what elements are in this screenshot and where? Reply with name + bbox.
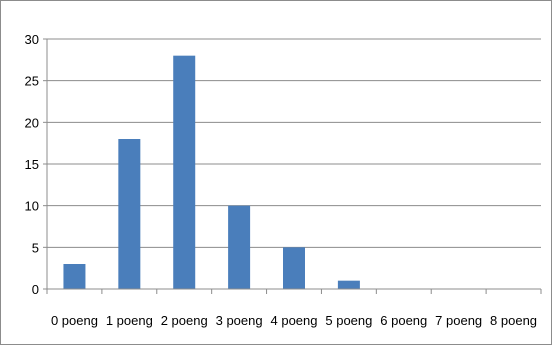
bar (337, 280, 360, 289)
x-tick-label: 7 poeng (435, 313, 482, 328)
y-tick-label: 20 (25, 115, 39, 130)
x-tick-label: 3 poeng (216, 313, 263, 328)
bars (63, 55, 360, 289)
y-tick-label: 15 (25, 157, 39, 172)
x-tick-label: 0 poeng (51, 313, 98, 328)
y-tick-label: 25 (25, 74, 39, 89)
y-tick-label: 30 (25, 32, 39, 47)
bar (173, 55, 196, 289)
x-tick-label: 1 poeng (106, 313, 153, 328)
bar (63, 264, 86, 289)
axes (43, 38, 542, 294)
y-tick-label: 10 (25, 199, 39, 214)
x-tick-labels: 0 poeng 1 poeng 2 poeng 3 poeng 4 poeng 5 poe… (51, 313, 537, 328)
bar-chart: 0 5 10 15 20 25 30 0 poeng 1 poeng 2 poeng 3 poen… (25, 32, 542, 328)
x-tick-label: 5 poeng (325, 313, 372, 328)
x-tick-label: 6 poeng (380, 313, 427, 328)
y-tick-label: 5 (32, 240, 39, 255)
x-tick-label: 8 poeng (490, 313, 537, 328)
bar (228, 205, 251, 289)
x-tick-label: 4 poeng (271, 313, 318, 328)
bar (118, 139, 141, 289)
x-tick-label: 2 poeng (161, 313, 208, 328)
bar (283, 247, 305, 289)
y-tick-label: 0 (32, 282, 39, 297)
y-tick-labels: 0 5 10 15 20 25 30 (25, 32, 39, 297)
